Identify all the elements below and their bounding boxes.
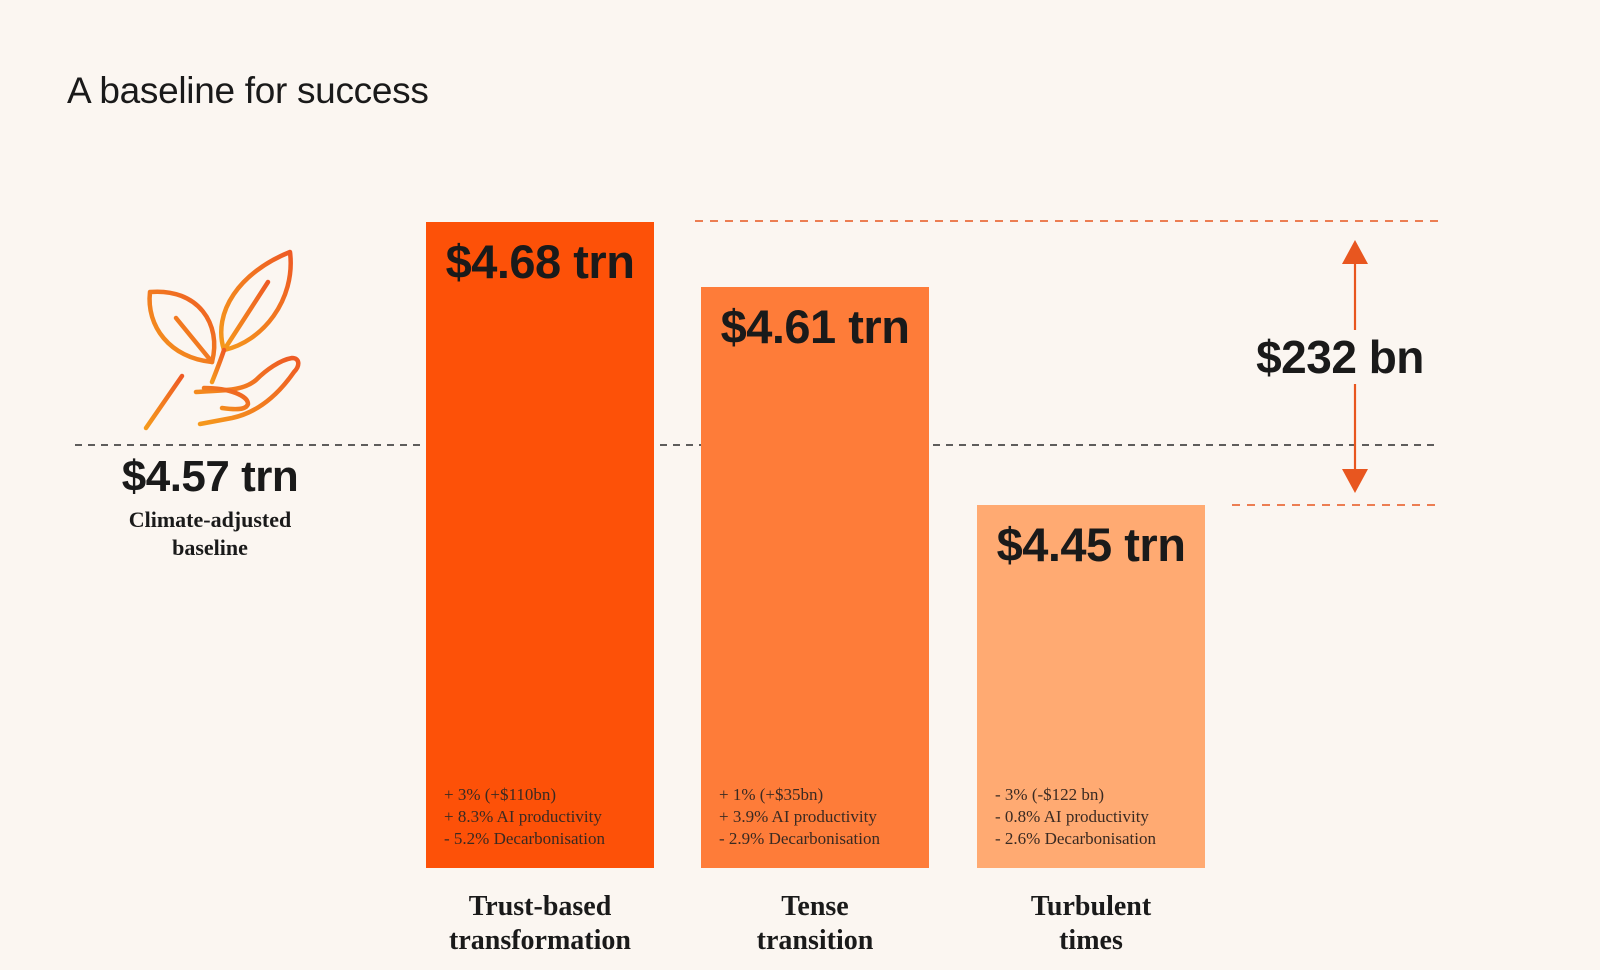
baseline-label-line-2: baseline [172,535,248,560]
bar-value-label: $4.68 trn [445,235,635,288]
bar-notes: + 1% (+$35bn) + 3.9% AI productivity - 2.9… [719,784,880,850]
category-label: Turbulent times [961,890,1221,958]
bar-note-line: - 3% (-$122 bn) [995,785,1105,804]
bar-note-line: + 1% (+$35bn) [719,785,824,804]
baseline-label-line-1: Climate-adjusted [128,507,292,532]
bar-note-line: - 0.8% AI productivity [995,807,1149,826]
bar-value-label: $4.61 trn [720,300,910,353]
category-label-line: transformation [449,925,631,956]
bar-note-line: + 3.9% AI productivity [719,807,877,826]
bar-note-line: + 3% (+$110bn) [444,785,557,804]
bar-value-label: $4.45 trn [996,518,1186,571]
category-label: Tense transition [685,890,945,958]
bar-1: $4.68 trn + 3% (+$110bn) + 8.3% AI product… [426,222,654,868]
bar-note-line: - 2.9% Decarbonisation [719,829,880,848]
category-label-line: Trust-based [468,891,612,922]
category-label-line: Turbulent [1030,891,1152,922]
bar-notes: + 3% (+$110bn) + 8.3% AI productivity - 5.… [444,784,605,850]
bar-3: $4.45 trn - 3% (-$122 bn) - 0.8% AI produc… [977,505,1205,868]
category-label-line: Tense [781,891,849,922]
bar-2: $4.61 trn + 1% (+$35bn) + 3.9% AI producti… [701,287,929,868]
bar-notes: - 3% (-$122 bn) - 0.8% AI productivity - 2… [995,784,1156,850]
category-label-line: transition [756,925,874,956]
bar-note-line: - 5.2% Decarbonisation [444,829,605,848]
plant-in-hand-icon [143,249,301,431]
category-label-line: times [1059,925,1123,956]
bar-note-line: + 8.3% AI productivity [444,807,602,826]
spread-label: $232 bn [1240,330,1440,384]
bar-note-line: - 2.6% Decarbonisation [995,829,1156,848]
baseline-label: Climate-adjusted baseline [80,506,340,562]
baseline-value: $4.57 trn [121,452,299,501]
chart-title: A baseline for success [67,70,429,111]
category-label: Trust-based transformation [410,890,670,958]
